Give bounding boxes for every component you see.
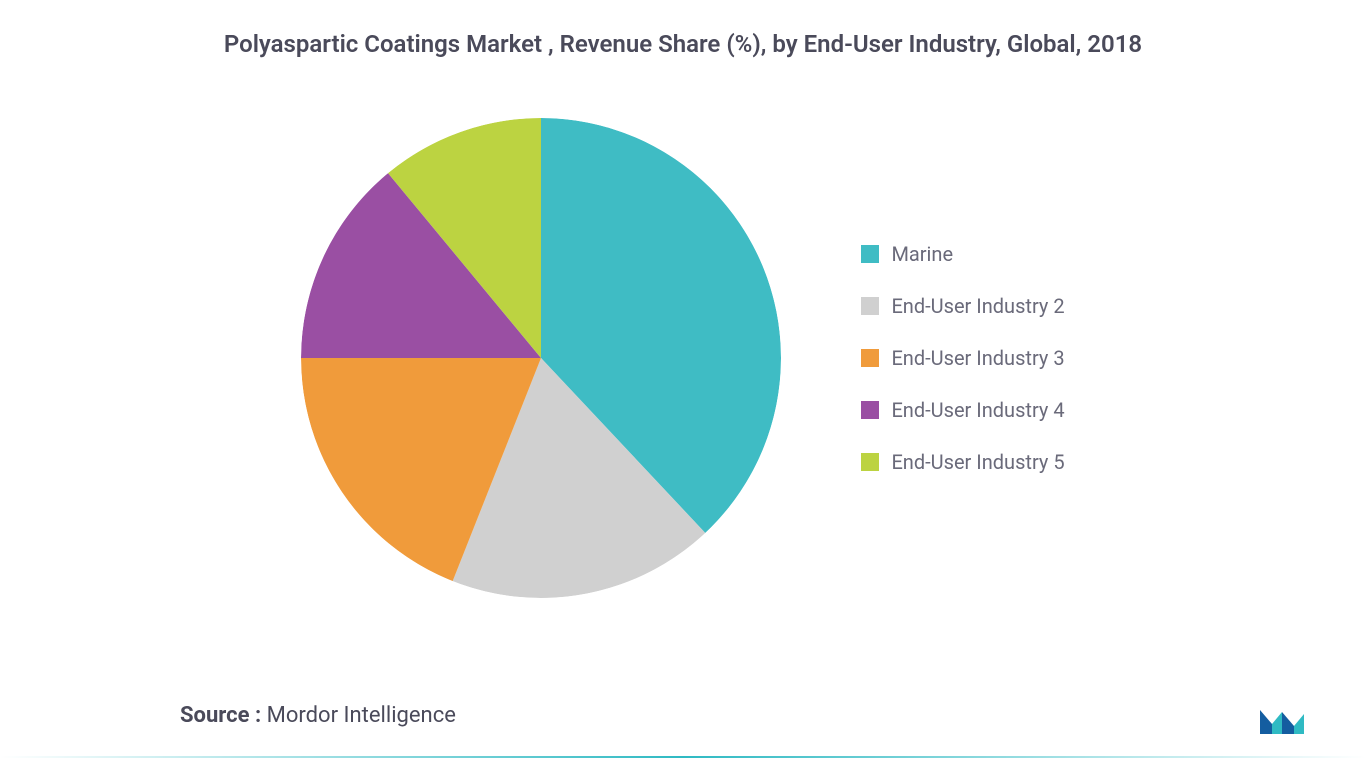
legend-swatch	[861, 453, 879, 471]
chart-body: Marine End-User Industry 2 End-User Indust…	[40, 78, 1326, 638]
chart-container: Polyaspartic Coatings Market , Revenue S…	[0, 0, 1366, 768]
legend-label: Marine	[891, 242, 953, 266]
legend-swatch	[861, 401, 879, 419]
footer-gradient-line	[0, 756, 1366, 758]
chart-title: Polyaspartic Coatings Market , Revenue S…	[40, 30, 1326, 58]
legend-swatch	[861, 297, 879, 315]
legend-item: Marine	[861, 242, 1064, 266]
source-text: Mordor Intelligence	[267, 703, 456, 728]
legend-swatch	[861, 245, 879, 263]
legend-item: End-User Industry 3	[861, 346, 1064, 370]
legend-item: End-User Industry 2	[861, 294, 1064, 318]
legend-item: End-User Industry 4	[861, 398, 1064, 422]
legend-item: End-User Industry 5	[861, 450, 1064, 474]
pie-wrapper	[301, 118, 781, 598]
brand-logo-icon	[1258, 698, 1306, 738]
legend-label: End-User Industry 4	[891, 398, 1064, 422]
source-prefix: Source :	[180, 703, 267, 728]
legend-label: End-User Industry 5	[891, 450, 1064, 474]
pie-chart	[301, 118, 781, 598]
legend-swatch	[861, 349, 879, 367]
source-attribution: Source : Mordor Intelligence	[180, 703, 456, 728]
legend-label: End-User Industry 2	[891, 294, 1064, 318]
legend-label: End-User Industry 3	[891, 346, 1064, 370]
legend: Marine End-User Industry 2 End-User Indust…	[861, 242, 1064, 474]
